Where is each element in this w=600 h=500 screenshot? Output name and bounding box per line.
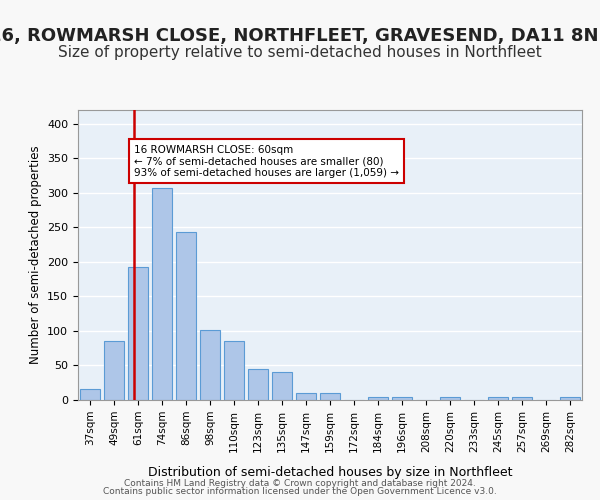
Bar — [104, 340, 124, 400]
Text: Contains HM Land Registry data © Crown copyright and database right 2024.: Contains HM Land Registry data © Crown c… — [124, 478, 476, 488]
Bar — [488, 396, 508, 400]
Bar — [296, 393, 316, 400]
Bar — [272, 372, 292, 400]
Y-axis label: Number of semi-detached properties: Number of semi-detached properties — [29, 146, 41, 364]
Bar — [200, 330, 220, 400]
Bar — [512, 396, 532, 400]
Bar — [224, 340, 244, 400]
Bar — [80, 389, 100, 400]
Bar — [152, 188, 172, 400]
X-axis label: Distribution of semi-detached houses by size in Northfleet: Distribution of semi-detached houses by … — [148, 466, 512, 478]
Bar — [560, 396, 580, 400]
Bar — [392, 396, 412, 400]
Bar — [128, 266, 148, 400]
Text: 16, ROWMARSH CLOSE, NORTHFLEET, GRAVESEND, DA11 8NF: 16, ROWMARSH CLOSE, NORTHFLEET, GRAVESEN… — [0, 28, 600, 46]
Text: Contains public sector information licensed under the Open Government Licence v3: Contains public sector information licen… — [103, 488, 497, 496]
Text: Size of property relative to semi-detached houses in Northfleet: Size of property relative to semi-detach… — [58, 45, 542, 60]
Bar — [248, 369, 268, 400]
Text: 16 ROWMARSH CLOSE: 60sqm
← 7% of semi-detached houses are smaller (80)
93% of se: 16 ROWMARSH CLOSE: 60sqm ← 7% of semi-de… — [134, 144, 399, 178]
Bar — [176, 232, 196, 400]
Bar — [320, 393, 340, 400]
Bar — [440, 396, 460, 400]
Bar — [368, 397, 388, 400]
